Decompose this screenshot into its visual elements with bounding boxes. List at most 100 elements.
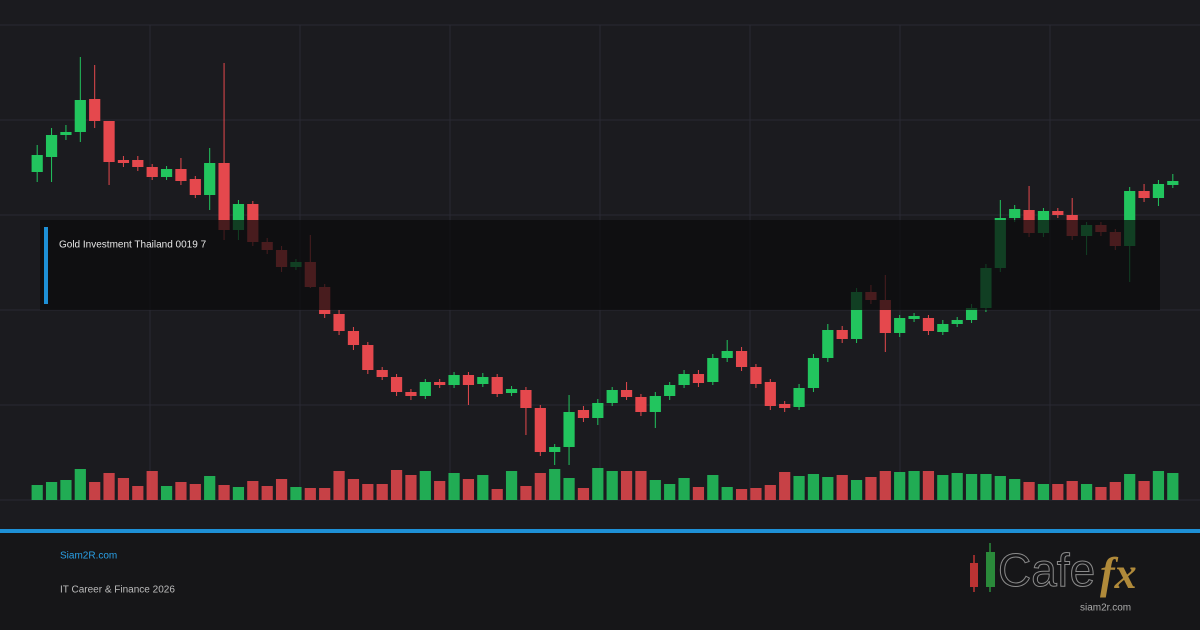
volume-bar [678, 478, 690, 500]
volume-bar [664, 484, 676, 500]
volume-bar [994, 476, 1006, 500]
candle-body [592, 403, 604, 418]
volume-bar [362, 484, 374, 500]
candle-body [563, 412, 575, 447]
candle-body [1124, 191, 1136, 246]
candle-body [922, 318, 935, 331]
candle-body [879, 300, 891, 333]
volume-bar [735, 489, 748, 500]
candle-body [405, 392, 417, 396]
volume-bar [894, 472, 906, 500]
volume-bar [405, 475, 417, 500]
volume-bar [218, 485, 230, 500]
volume-bar [1095, 487, 1107, 500]
volume-bar [1080, 484, 1093, 500]
footer [0, 530, 1200, 630]
candle-body [218, 163, 230, 230]
volume-bar [505, 471, 518, 500]
volume-bar [620, 471, 633, 500]
logo-text: Cafe [998, 544, 1095, 596]
candle-body [132, 160, 144, 167]
logo-sub: siam2r.com [1080, 603, 1131, 614]
candle-body [448, 375, 460, 385]
volume-bar [1152, 471, 1165, 500]
candle-body [735, 351, 748, 367]
volume-bar [635, 471, 647, 500]
volume-bar [649, 480, 661, 500]
logo-candle [986, 552, 995, 587]
candle-body [620, 390, 633, 397]
volume-bar [865, 477, 877, 500]
candle-body [664, 385, 676, 396]
candle-body [347, 331, 360, 345]
caption: IT Career & Finance 2026 [60, 585, 175, 596]
candle-body [965, 308, 978, 320]
annotation-box [40, 220, 1160, 310]
candles [31, 57, 1179, 465]
candle-body [750, 367, 762, 384]
candle-body [1167, 181, 1179, 185]
volume-bar [333, 471, 345, 500]
volume-bar [980, 474, 992, 500]
candle-body [822, 330, 834, 358]
volume-bar [60, 480, 72, 500]
candle-body [45, 135, 58, 157]
volume-bar [89, 482, 101, 500]
volume-bar [117, 478, 130, 500]
volume-bar [922, 471, 935, 500]
site-link[interactable]: Siam2R.com [60, 551, 117, 562]
volume-bar [247, 481, 259, 500]
volume-bar [261, 486, 273, 500]
volume-bar [347, 479, 360, 500]
volume-bar [1124, 474, 1136, 500]
volume-bar [275, 479, 288, 500]
volume-bar [74, 469, 86, 500]
volume-bar [1138, 481, 1150, 500]
candle-body [1052, 211, 1064, 215]
volume-bar [1052, 484, 1064, 500]
candle-body [807, 358, 820, 388]
volume-bar [304, 488, 316, 500]
volume-bar [434, 481, 446, 500]
volume-bar [448, 473, 460, 500]
volume-bar [1167, 473, 1179, 500]
logo-fx: fx [1100, 549, 1137, 598]
volume-bar [793, 476, 805, 500]
candle-body [951, 320, 963, 324]
volume-bar [965, 474, 978, 500]
candle-body [764, 382, 776, 406]
candle-body [1138, 191, 1150, 198]
volume-bar [31, 485, 43, 500]
volume-bar [1009, 479, 1021, 500]
candle-body [1152, 184, 1165, 198]
candle-body [31, 155, 43, 172]
volume-bar [822, 477, 834, 500]
volume-bar [592, 468, 604, 500]
volume-bar [1109, 482, 1121, 500]
candle-body [362, 345, 374, 370]
volume-bar [1066, 481, 1078, 500]
candle-body [491, 377, 503, 394]
candle-body [390, 377, 403, 392]
volume-bar [707, 475, 719, 500]
volume-bar [319, 488, 331, 500]
volume-bar [390, 470, 403, 500]
candle-body [1009, 209, 1021, 218]
volume-bar [45, 482, 58, 500]
volume-bar [204, 476, 216, 500]
candle-body [146, 167, 158, 177]
volume-bar [290, 487, 302, 500]
candle-body [850, 292, 863, 339]
candle-body [117, 160, 130, 163]
volume-bar [477, 475, 489, 500]
volume-bar [1023, 482, 1035, 500]
volume-bar [232, 487, 245, 500]
volume-bar [563, 478, 575, 500]
volume-bar [103, 473, 115, 500]
candle-body [649, 396, 661, 412]
candle-body [692, 374, 705, 383]
volume-bar [951, 473, 963, 500]
volume-bar [376, 484, 388, 500]
